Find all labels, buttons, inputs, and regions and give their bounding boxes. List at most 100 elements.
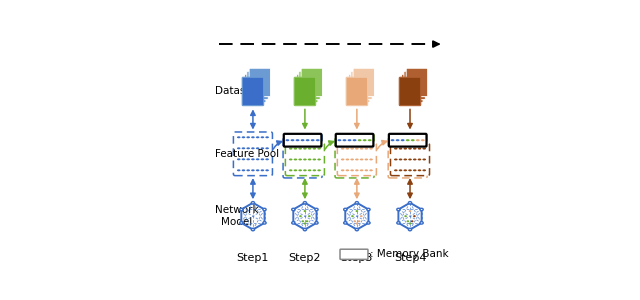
Ellipse shape [406,172,410,174]
Ellipse shape [287,139,290,141]
Ellipse shape [416,139,420,141]
Ellipse shape [308,148,312,150]
FancyBboxPatch shape [340,249,368,260]
Ellipse shape [418,158,421,160]
Ellipse shape [346,169,349,171]
Ellipse shape [291,172,295,174]
Ellipse shape [390,139,394,141]
FancyBboxPatch shape [335,134,374,178]
Ellipse shape [368,139,372,141]
Ellipse shape [296,172,300,174]
Ellipse shape [392,150,396,152]
Ellipse shape [294,158,297,160]
Ellipse shape [348,150,351,152]
Ellipse shape [418,148,421,150]
Ellipse shape [240,208,243,211]
Ellipse shape [305,139,309,141]
Ellipse shape [355,158,358,160]
Ellipse shape [348,139,351,141]
Ellipse shape [353,139,356,141]
Ellipse shape [408,169,412,171]
Ellipse shape [292,208,295,211]
Ellipse shape [358,172,361,174]
Ellipse shape [303,210,306,212]
Ellipse shape [305,172,309,174]
Ellipse shape [413,148,417,150]
Ellipse shape [397,208,400,211]
Ellipse shape [356,223,358,225]
Ellipse shape [413,215,416,217]
Ellipse shape [406,220,409,222]
Ellipse shape [292,222,295,224]
Ellipse shape [294,148,297,150]
Ellipse shape [365,148,368,150]
Text: Step4: Step4 [394,253,426,263]
FancyBboxPatch shape [285,143,324,176]
Ellipse shape [367,222,370,224]
Ellipse shape [344,222,347,224]
FancyBboxPatch shape [348,74,370,103]
Ellipse shape [289,148,292,150]
Ellipse shape [403,148,407,150]
Ellipse shape [413,158,417,160]
Ellipse shape [409,223,412,225]
Ellipse shape [339,160,342,163]
Ellipse shape [355,202,358,204]
Ellipse shape [291,139,294,141]
Ellipse shape [392,139,396,141]
Ellipse shape [367,160,371,163]
Ellipse shape [315,172,319,174]
Ellipse shape [310,139,314,141]
Ellipse shape [406,150,410,152]
Ellipse shape [420,139,424,141]
Ellipse shape [420,222,423,224]
Ellipse shape [289,169,292,171]
Ellipse shape [305,150,309,152]
Ellipse shape [406,139,410,141]
Ellipse shape [344,208,347,211]
Ellipse shape [411,139,414,141]
Ellipse shape [311,139,315,141]
Ellipse shape [358,220,360,222]
Text: Network
Model: Network Model [215,206,259,227]
Ellipse shape [396,172,400,174]
Ellipse shape [294,169,297,171]
Ellipse shape [396,150,400,152]
Ellipse shape [422,158,426,160]
Ellipse shape [266,158,269,160]
Ellipse shape [363,139,367,141]
Ellipse shape [420,150,424,152]
Ellipse shape [251,169,255,171]
Ellipse shape [256,169,259,171]
Ellipse shape [308,169,312,171]
Ellipse shape [303,202,307,204]
Ellipse shape [263,208,266,211]
FancyBboxPatch shape [284,134,321,147]
Ellipse shape [411,139,415,141]
Ellipse shape [353,172,356,174]
FancyBboxPatch shape [399,77,420,106]
Ellipse shape [341,148,344,150]
Text: Feature Pool: Feature Pool [215,149,279,159]
FancyBboxPatch shape [399,77,420,106]
Ellipse shape [246,158,250,160]
Ellipse shape [315,222,318,224]
Ellipse shape [315,150,319,152]
Ellipse shape [306,220,308,222]
Ellipse shape [365,158,368,160]
Ellipse shape [367,139,371,141]
Ellipse shape [399,158,403,160]
Ellipse shape [301,139,305,141]
Ellipse shape [312,169,316,171]
Ellipse shape [296,139,300,141]
Ellipse shape [285,139,289,141]
Ellipse shape [358,139,361,141]
Ellipse shape [246,136,250,138]
Ellipse shape [397,222,400,224]
Ellipse shape [411,220,413,222]
FancyBboxPatch shape [401,74,423,103]
Ellipse shape [251,147,255,149]
FancyBboxPatch shape [389,134,426,147]
Ellipse shape [303,169,307,171]
Ellipse shape [392,160,396,163]
